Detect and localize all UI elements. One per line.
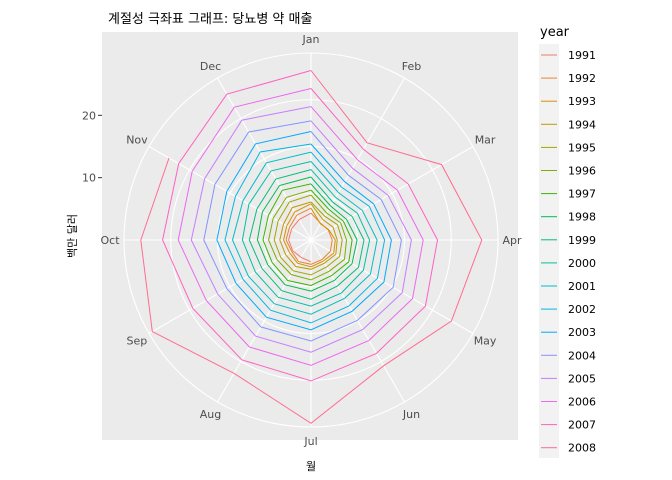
series-line-1993 (283, 203, 336, 268)
legend-label: 1994 (568, 118, 596, 131)
legend-label: 1991 (568, 49, 596, 62)
legend-label: 1993 (568, 95, 596, 108)
legend-label: 1995 (568, 141, 596, 154)
series-line-2008 (140, 70, 483, 424)
series-line-2000 (241, 161, 371, 307)
legend-label: 1998 (568, 211, 596, 224)
month-label: Jan (302, 33, 320, 46)
radial-tick-label: 20 (82, 109, 96, 122)
legend-label: 2003 (568, 326, 596, 339)
series-line-2006 (177, 88, 424, 366)
legend-label: 2000 (568, 257, 596, 270)
series-line-1997 (262, 183, 353, 287)
month-label: Feb (402, 60, 421, 73)
series-line-2003 (216, 131, 392, 331)
legend-label: 2005 (568, 372, 596, 385)
month-labels: Jan Feb Mar Apr May Jun Jul Aug Sep Oct Nov Dec (100, 33, 522, 448)
legend-label: 1996 (568, 165, 596, 178)
grid-spoke (217, 239, 312, 403)
series-line-2004 (203, 120, 402, 342)
series-line-2005 (190, 106, 412, 353)
month-label: Nov (126, 134, 148, 147)
month-label: Mar (475, 134, 496, 147)
legend-label: 2004 (568, 349, 596, 362)
radial-ticks: 10 20 (82, 109, 102, 185)
series-line-2001 (231, 151, 378, 315)
month-label: Apr (502, 234, 522, 247)
legend-label: 2001 (568, 280, 596, 293)
month-label: Sep (127, 335, 148, 348)
month-label: May (474, 335, 497, 348)
legend: 1991 1992 1993 1994 1995 1996 1997 1998 1999 2000… (539, 44, 596, 458)
legend-label: 1997 (568, 188, 596, 201)
month-label: Jun (402, 408, 420, 421)
series-line-1999 (248, 169, 365, 300)
legend-label: 1999 (568, 234, 596, 247)
series-line-1992 (285, 207, 333, 265)
legend-title: year (540, 25, 570, 40)
grid-spoke (310, 146, 474, 241)
series-line-2002 (224, 143, 386, 324)
series-line-1994 (279, 201, 338, 270)
chart-title: 계절성 극좌표 그래프: 당뇨병 약 매출 (108, 12, 312, 27)
grid-spoke (148, 239, 312, 334)
legend-label: 2006 (568, 396, 596, 409)
series-line-2007 (162, 70, 439, 382)
series-lines (140, 70, 483, 424)
grid-spoke (148, 146, 312, 241)
series-line-1991 (288, 212, 312, 263)
plot-panel (102, 32, 518, 440)
month-label: Jul (303, 435, 317, 448)
radial-tick-label: 10 (82, 172, 96, 185)
x-axis-title: 월 (306, 460, 316, 473)
legend-label: 1992 (568, 72, 596, 85)
legend-label: 2002 (568, 303, 596, 316)
legend-label: 2007 (568, 419, 596, 432)
y-axis-title: 백만 달러 (66, 214, 79, 258)
month-label: Aug (200, 408, 221, 421)
series-line-1998 (256, 176, 358, 292)
legend-label: 2008 (568, 442, 596, 455)
month-label: Oct (100, 234, 120, 247)
series-line-1996 (268, 189, 348, 281)
grid-spoke (310, 239, 474, 334)
series-line-1995 (273, 194, 343, 276)
polar-grid (123, 52, 499, 428)
legend-key-background (539, 44, 559, 458)
month-label: Dec (200, 60, 221, 73)
grid-spoke (217, 77, 312, 241)
